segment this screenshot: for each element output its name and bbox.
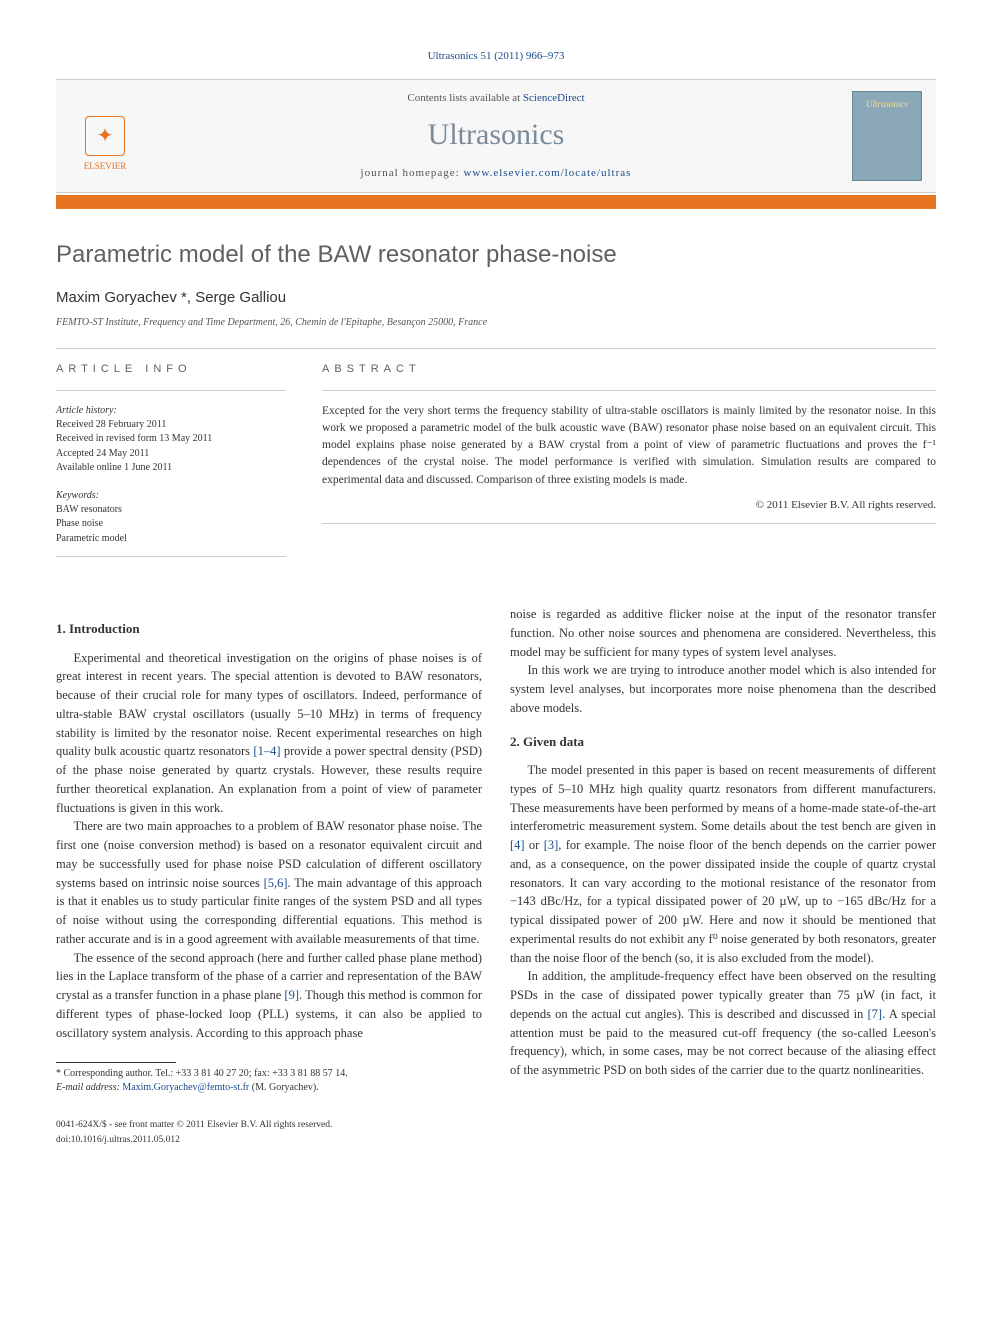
contents-prefix: Contents lists available at: [407, 92, 522, 104]
keywords-label: Keywords:: [56, 488, 286, 503]
cover-title: Ultrasonics: [866, 98, 908, 112]
meta-row: ARTICLE INFO Article history: Received 2…: [56, 361, 936, 569]
affiliation: FEMTO-ST Institute, Frequency and Time D…: [56, 315, 936, 330]
publisher-label: ELSEVIER: [84, 160, 127, 174]
text-run: or: [525, 838, 544, 852]
page-footer: 0041-624X/$ - see front matter © 2011 El…: [56, 1118, 936, 1147]
history-item: Received 28 February 2011: [56, 418, 286, 433]
email-label: E-mail address:: [56, 1082, 122, 1093]
footnote-separator: [56, 1062, 176, 1063]
homepage-link[interactable]: www.elsevier.com/locate/ultras: [463, 167, 631, 179]
journal-name: Ultrasonics: [140, 112, 852, 157]
journal-ref-link[interactable]: Ultrasonics 51 (2011) 966–973: [428, 50, 565, 62]
reference-link[interactable]: [4]: [510, 838, 525, 852]
abstract-label: ABSTRACT: [322, 361, 936, 378]
elsevier-tree-icon: [85, 116, 125, 156]
text-run: , for example. The noise floor of the be…: [510, 838, 936, 965]
abstract-divider: [322, 390, 936, 391]
journal-cover-thumbnail[interactable]: Ultrasonics: [852, 91, 922, 181]
authors: Maxim Goryachev *, Serge Galliou: [56, 287, 936, 310]
sciencedirect-link[interactable]: ScienceDirect: [523, 92, 585, 104]
abstract-block: ABSTRACT Excepted for the very short ter…: [322, 361, 936, 569]
reference-link[interactable]: [5,6]: [264, 876, 288, 890]
corresponding-author-footnote: * Corresponding author. Tel.: +33 3 81 4…: [56, 1067, 482, 1081]
homepage-prefix: journal homepage:: [361, 167, 464, 179]
email-suffix: (M. Goryachev).: [249, 1082, 318, 1093]
body-paragraph: Experimental and theoretical investigati…: [56, 649, 482, 818]
divider-top: [56, 348, 936, 349]
keyword-item: BAW resonators: [56, 503, 286, 518]
text-run: The model presented in this paper is bas…: [510, 763, 936, 833]
abstract-copyright: © 2011 Elsevier B.V. All rights reserved…: [322, 497, 936, 514]
email-footnote: E-mail address: Maxim.Goryachev@femto-st…: [56, 1081, 482, 1095]
page-container: Ultrasonics 51 (2011) 966–973 ELSEVIER C…: [0, 0, 992, 1195]
history-label: Article history:: [56, 403, 286, 418]
keyword-item: Parametric model: [56, 532, 286, 547]
header-banner: ELSEVIER Contents lists available at Sci…: [56, 79, 936, 193]
elsevier-logo[interactable]: ELSEVIER: [70, 98, 140, 174]
reference-link[interactable]: [9]: [284, 988, 299, 1002]
issn-line: 0041-624X/$ - see front matter © 2011 El…: [56, 1118, 936, 1132]
article-info-block: ARTICLE INFO Article history: Received 2…: [56, 361, 286, 569]
keyword-item: Phase noise: [56, 517, 286, 532]
homepage-line: journal homepage: www.elsevier.com/locat…: [140, 165, 852, 182]
body-paragraph: In this work we are trying to introduce …: [510, 661, 936, 717]
body-paragraph: In addition, the amplitude-frequency eff…: [510, 967, 936, 1080]
section-1-title: 1. Introduction: [56, 619, 482, 639]
article-info-label: ARTICLE INFO: [56, 361, 286, 378]
text-run: Experimental and theoretical investigati…: [56, 651, 482, 759]
info-bottom-divider: [56, 556, 286, 557]
section-2-title: 2. Given data: [510, 732, 936, 752]
journal-reference: Ultrasonics 51 (2011) 966–973: [56, 48, 936, 65]
reference-link[interactable]: [1–4]: [253, 744, 280, 758]
orange-divider-bar: [56, 195, 936, 209]
history-item: Accepted 24 May 2011: [56, 447, 286, 462]
email-link[interactable]: Maxim.Goryachev@femto-st.fr: [122, 1082, 249, 1093]
body-paragraph: There are two main approaches to a probl…: [56, 817, 482, 948]
body-columns: 1. Introduction Experimental and theoret…: [56, 605, 936, 1094]
info-divider: [56, 390, 286, 391]
history-item: Received in revised form 13 May 2011: [56, 432, 286, 447]
article-title: Parametric model of the BAW resonator ph…: [56, 237, 936, 273]
contents-line: Contents lists available at ScienceDirec…: [140, 90, 852, 107]
banner-center: Contents lists available at ScienceDirec…: [140, 90, 852, 182]
history-item: Available online 1 June 2011: [56, 461, 286, 476]
abstract-bottom-divider: [322, 523, 936, 524]
body-paragraph: The model presented in this paper is bas…: [510, 761, 936, 967]
reference-link[interactable]: [3]: [544, 838, 559, 852]
body-paragraph: noise is regarded as additive flicker no…: [510, 605, 936, 661]
body-paragraph: The essence of the second approach (here…: [56, 949, 482, 1043]
doi-line: doi:10.1016/j.ultras.2011.05.012: [56, 1133, 936, 1147]
abstract-text: Excepted for the very short terms the fr…: [322, 403, 936, 489]
reference-link[interactable]: [7]: [868, 1007, 883, 1021]
